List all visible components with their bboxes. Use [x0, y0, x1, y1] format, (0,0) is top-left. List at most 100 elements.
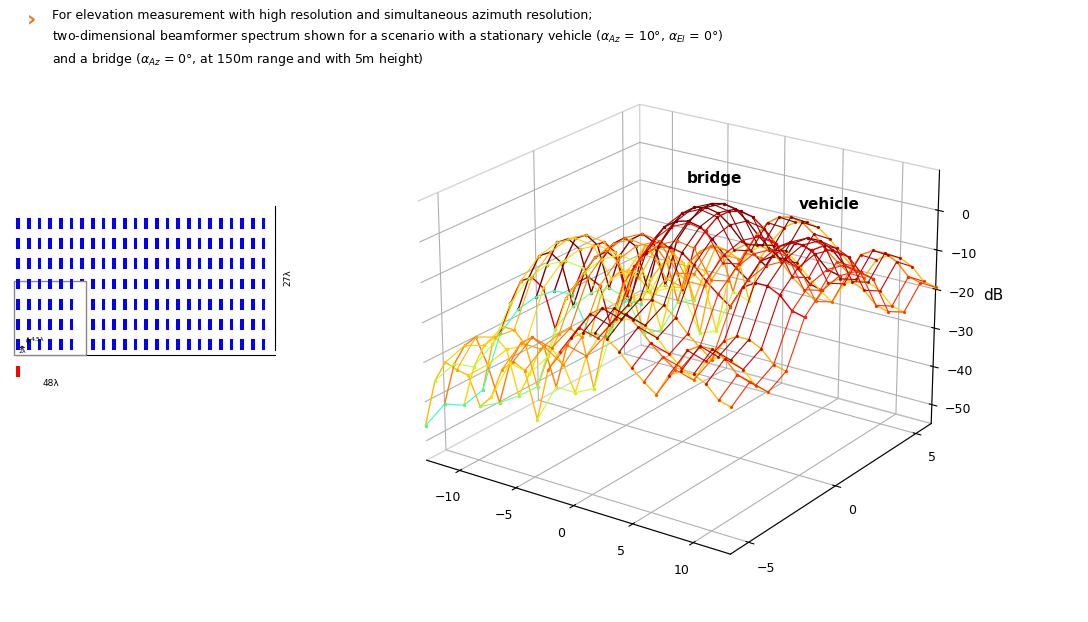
Bar	[38, 279, 41, 289]
Bar	[208, 340, 212, 350]
Bar	[198, 279, 201, 289]
Bar	[230, 299, 233, 310]
Bar	[27, 258, 30, 269]
Bar	[261, 238, 265, 249]
Bar	[251, 319, 255, 330]
Bar	[91, 238, 95, 249]
Bar	[198, 218, 201, 228]
Bar	[59, 340, 63, 350]
Bar	[101, 340, 106, 350]
Bar	[145, 258, 148, 269]
Bar	[48, 340, 52, 350]
Bar	[38, 299, 41, 310]
Bar	[48, 299, 52, 310]
Bar	[112, 340, 116, 350]
Bar	[38, 258, 41, 269]
Bar	[176, 238, 180, 249]
Bar	[38, 319, 41, 330]
Bar	[81, 279, 84, 289]
Bar	[187, 299, 190, 310]
Bar	[13, 281, 86, 355]
Bar	[48, 279, 52, 289]
Bar	[70, 340, 73, 350]
Text: ›: ›	[27, 9, 37, 29]
Text: 48λ: 48λ	[42, 379, 59, 389]
Bar	[251, 299, 255, 310]
Bar	[101, 279, 106, 289]
Bar	[165, 279, 170, 289]
Bar	[154, 319, 159, 330]
Bar	[48, 319, 52, 330]
Bar	[134, 340, 137, 350]
Bar	[165, 238, 170, 249]
Bar	[16, 238, 20, 249]
Bar	[70, 340, 73, 350]
Bar	[261, 319, 265, 330]
Bar	[208, 258, 212, 269]
Bar	[112, 258, 116, 269]
Bar	[219, 218, 223, 228]
Bar	[251, 340, 255, 350]
Bar	[176, 279, 180, 289]
Bar	[208, 279, 212, 289]
Bar	[59, 279, 63, 289]
Bar	[70, 279, 73, 289]
Bar	[91, 340, 95, 350]
Bar	[219, 279, 223, 289]
Bar	[70, 218, 73, 228]
Bar	[187, 258, 190, 269]
Bar	[123, 258, 126, 269]
Bar	[240, 258, 244, 269]
Bar	[16, 279, 20, 289]
Bar	[145, 238, 148, 249]
Bar	[230, 238, 233, 249]
Bar	[198, 238, 201, 249]
Bar	[16, 319, 20, 330]
Bar	[187, 238, 190, 249]
Bar	[187, 319, 190, 330]
Bar	[154, 299, 159, 310]
Bar	[134, 218, 137, 228]
Bar	[59, 258, 63, 269]
Bar	[219, 238, 223, 249]
Bar	[154, 340, 159, 350]
Bar	[154, 279, 159, 289]
Bar	[16, 258, 20, 269]
Bar	[101, 218, 106, 228]
Bar	[48, 279, 52, 289]
Bar	[145, 340, 148, 350]
Bar	[208, 319, 212, 330]
Bar	[48, 340, 52, 350]
Bar	[154, 258, 159, 269]
Bar	[48, 319, 52, 330]
Bar	[187, 279, 190, 289]
Bar	[70, 319, 73, 330]
Bar	[208, 299, 212, 310]
Bar	[48, 258, 52, 269]
Bar	[59, 299, 63, 310]
Bar	[240, 238, 244, 249]
Bar	[219, 299, 223, 310]
Bar	[38, 340, 41, 350]
Bar	[198, 340, 201, 350]
Bar	[27, 340, 30, 350]
Bar	[251, 218, 255, 228]
Text: 2λ: 2λ	[18, 349, 26, 354]
Bar	[27, 299, 30, 310]
Bar	[16, 340, 20, 350]
Text: For elevation measurement with high resolution and simultaneous azimuth resoluti: For elevation measurement with high reso…	[52, 9, 724, 68]
Bar	[16, 319, 20, 330]
Bar	[240, 299, 244, 310]
Bar	[38, 218, 41, 228]
Bar	[48, 238, 52, 249]
Bar	[81, 340, 84, 350]
Text: 4.5λ: 4.5λ	[32, 337, 45, 342]
Bar	[261, 258, 265, 269]
Bar	[240, 340, 244, 350]
Bar	[27, 319, 30, 330]
Bar	[208, 238, 212, 249]
Bar	[240, 279, 244, 289]
Bar	[70, 299, 73, 310]
Bar	[112, 319, 116, 330]
Bar	[154, 218, 159, 228]
